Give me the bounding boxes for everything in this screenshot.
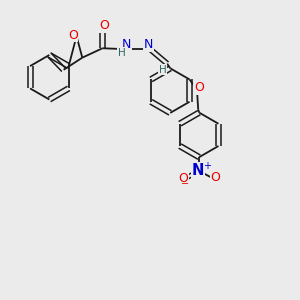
Text: O: O [210,171,220,184]
Text: −: − [181,179,189,189]
Text: H: H [118,48,126,58]
Text: O: O [194,81,204,94]
Text: N: N [144,38,153,51]
Text: N: N [192,163,204,178]
Text: H: H [159,65,167,75]
Text: O: O [99,19,109,32]
Text: N: N [122,38,131,51]
Text: O: O [68,29,78,42]
Text: +: + [203,161,211,171]
Text: O: O [179,172,189,185]
